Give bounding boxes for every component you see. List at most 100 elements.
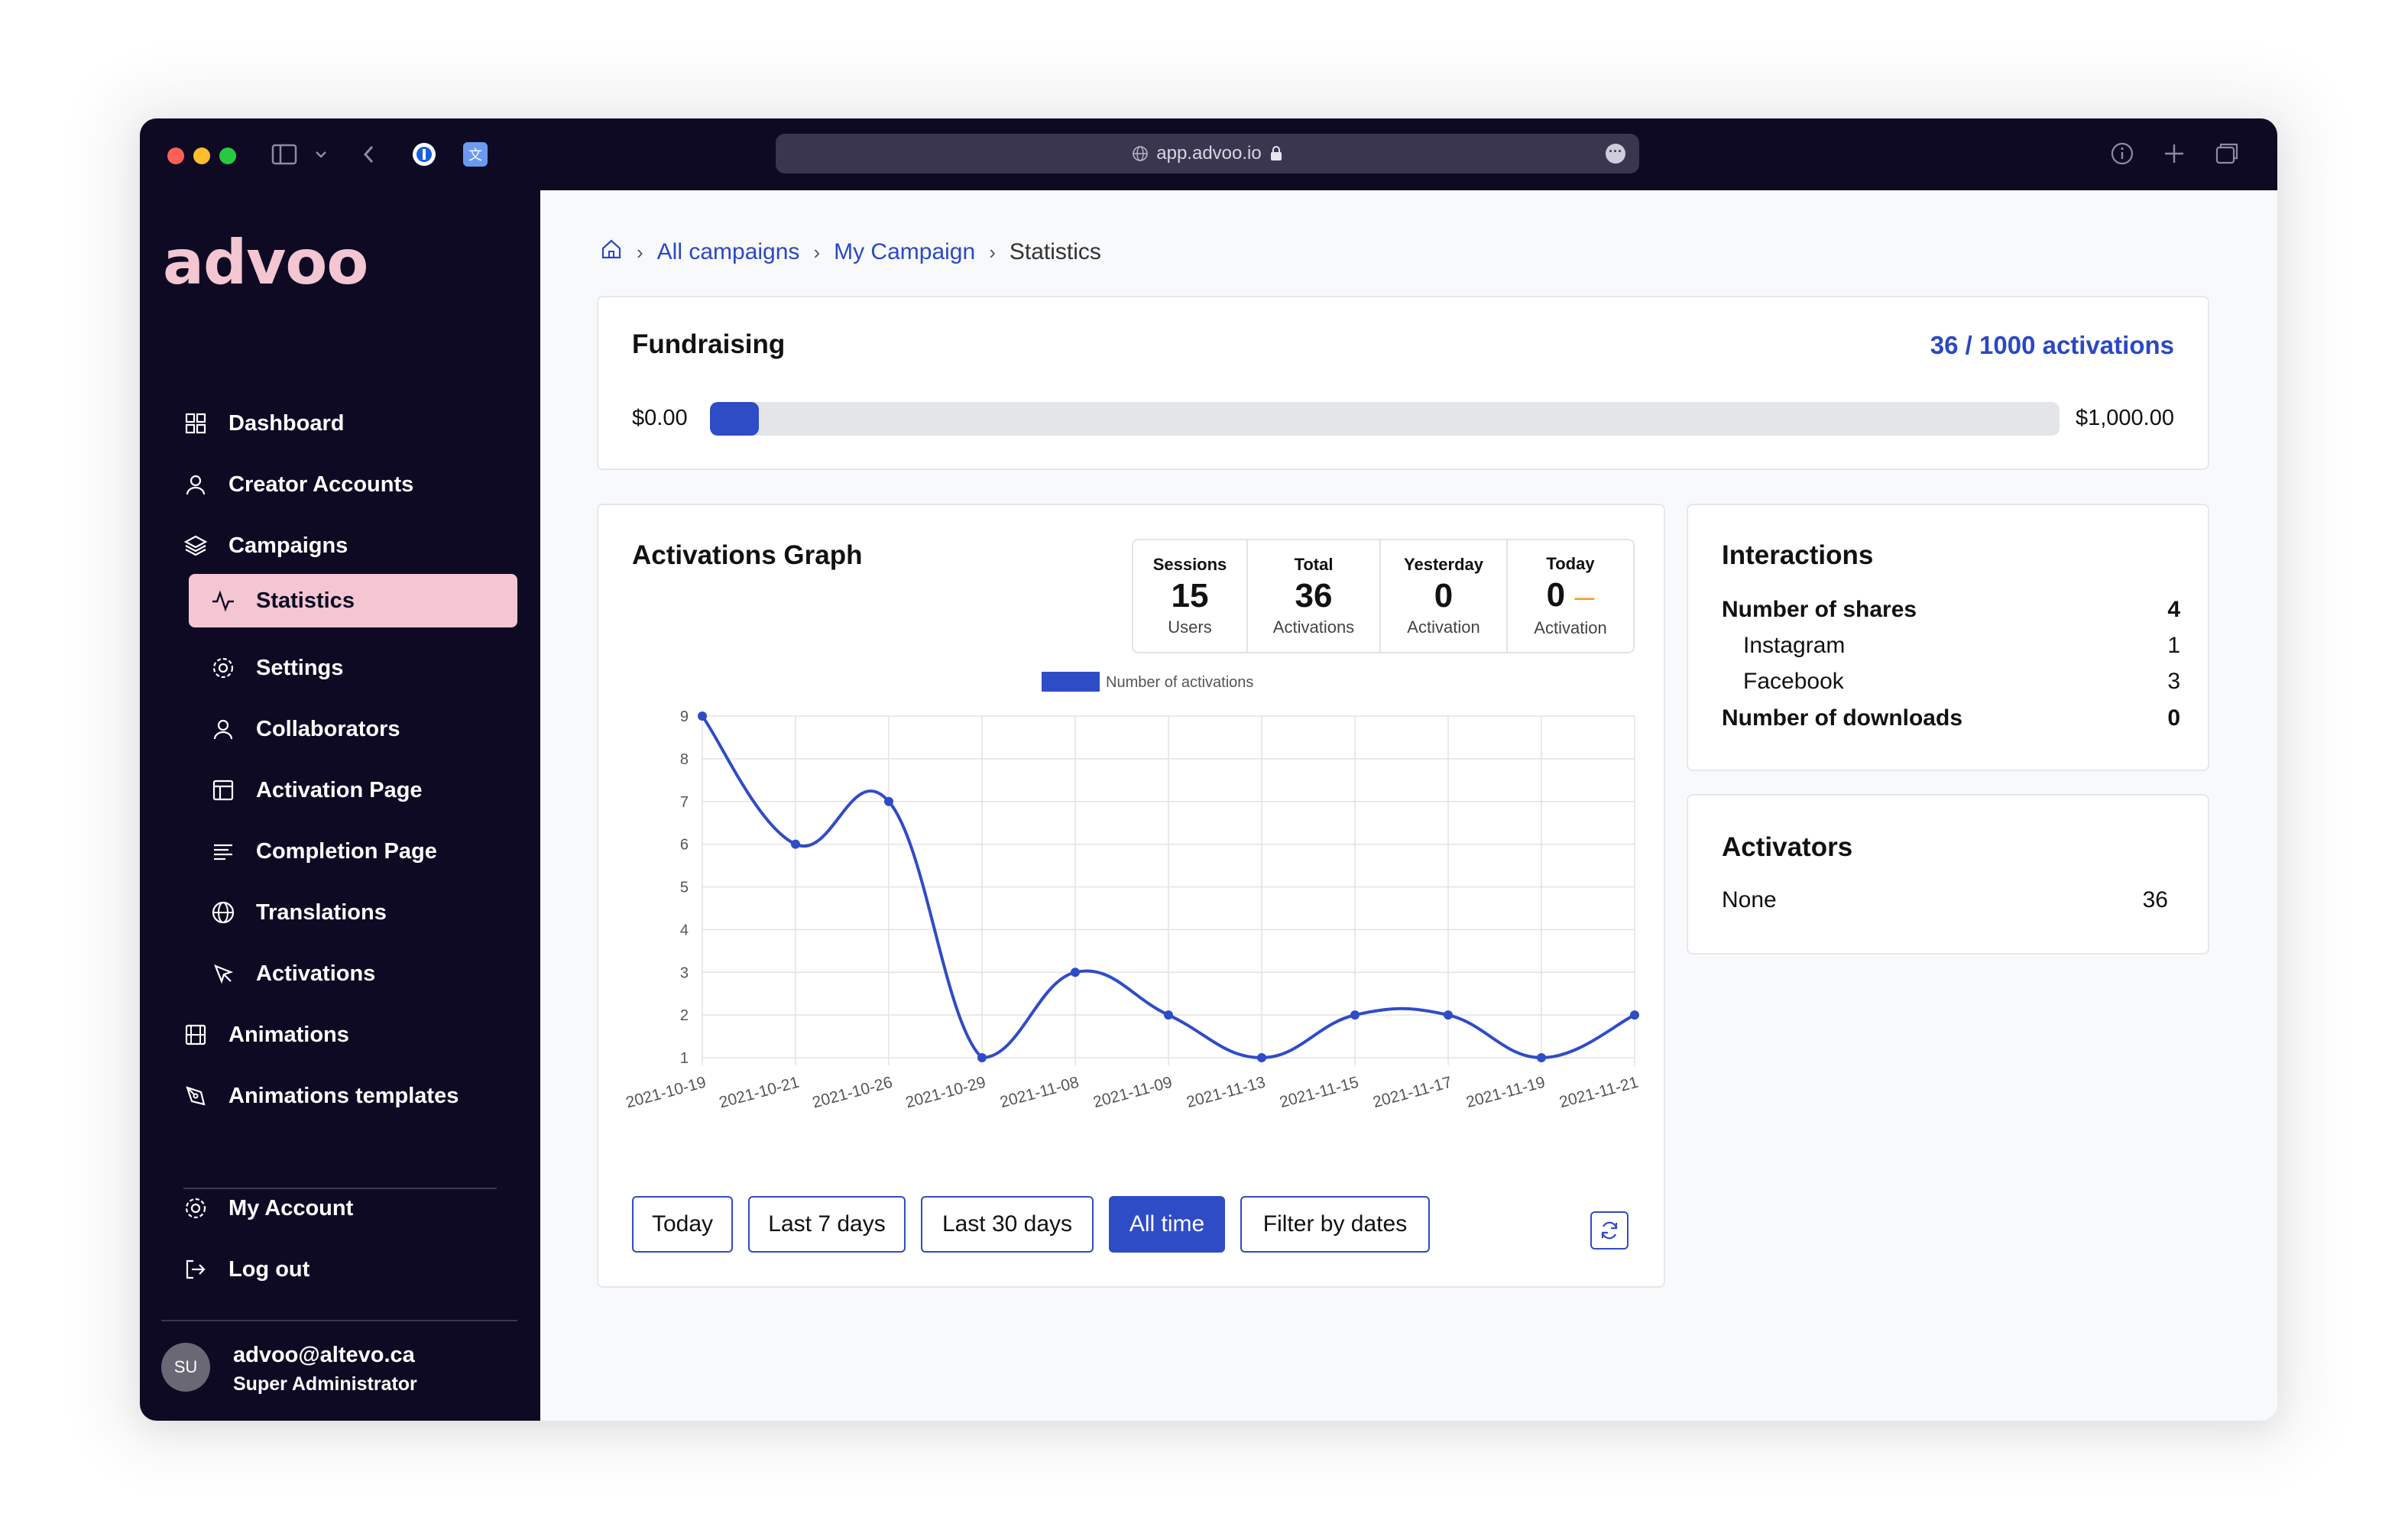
home-icon[interactable] [600, 238, 623, 267]
filter-by-dates-button[interactable]: Filter by dates [1240, 1196, 1430, 1253]
sidebar-toggle-icon[interactable] [271, 143, 297, 170]
password-manager-icon[interactable] [411, 141, 437, 172]
interaction-row-downloads: Number of downloads 0 [1722, 705, 2180, 731]
stat-sub: Users [1168, 618, 1212, 637]
activations-line-chart: Number of activations 1 2 3 4 5 6 7 8 9 2021-10-19… [624, 672, 1640, 1112]
stat-value: 36 [1295, 577, 1333, 614]
breadcrumb-my-campaign[interactable]: My Campaign [834, 239, 976, 264]
x-tick-label: 2021-10-26 [811, 1074, 895, 1112]
stat-label: Yesterday [1404, 555, 1483, 574]
sidebar: advoo Dashboard Creator Accounts Campaig… [140, 190, 540, 1421]
minimize-window-button[interactable] [193, 147, 210, 164]
sidebar-item-label: Translations [256, 900, 387, 925]
data-point [1537, 1053, 1546, 1062]
data-point [1164, 1010, 1173, 1020]
avatar[interactable]: SU [161, 1343, 210, 1392]
filter-last-30-days-button[interactable]: Last 30 days [921, 1196, 1094, 1253]
row-label: Instagram [1743, 633, 1846, 658]
sidebar-item-activations[interactable]: Activations [210, 947, 516, 1000]
sidebar-item-animations[interactable]: Animations [183, 1008, 504, 1062]
fundraising-min: $0.00 [632, 406, 688, 430]
x-tick-label: 2021-11-21 [1557, 1074, 1640, 1112]
stat-today: Today 0 — Activation [1508, 540, 1633, 652]
sidebar-item-label: Activations [256, 961, 376, 986]
globe-icon [1133, 146, 1149, 161]
row-value: 4 [2167, 597, 2180, 622]
y-tick-label: 9 [680, 708, 689, 725]
pointer-icon [210, 961, 236, 987]
translate-extension-icon[interactable]: 文 [462, 141, 488, 172]
sidebar-item-collaborators[interactable]: Collaborators [210, 702, 516, 756]
fundraising-title: Fundraising [632, 329, 786, 359]
y-tick-label: 3 [680, 964, 689, 981]
sidebar-item-settings[interactable]: Settings [210, 641, 516, 695]
stat-sub: Activations [1272, 618, 1355, 637]
activations-graph-card: Activations Graph Sessions 15 Users Tota… [597, 504, 1665, 1288]
breadcrumb-all-campaigns[interactable]: All campaigns [656, 239, 800, 264]
trend-indicator: — [1574, 585, 1595, 609]
more-icon[interactable]: ··· [1606, 144, 1625, 164]
sidebar-item-activation-page[interactable]: Activation Page [210, 763, 516, 817]
app-logo[interactable]: advoo [163, 227, 368, 298]
url-bar[interactable]: app.advoo.io ··· [776, 134, 1639, 173]
row-value: 0 [2167, 705, 2180, 731]
stat-value: 15 [1171, 577, 1209, 614]
sidebar-item-campaigns[interactable]: Campaigns [183, 519, 504, 572]
x-tick-label: 2021-11-13 [1185, 1074, 1267, 1112]
sidebar-item-statistics[interactable]: Statistics [189, 574, 517, 627]
new-tab-icon[interactable] [2162, 141, 2186, 170]
stat-value-number: 0 [1546, 575, 1566, 614]
filter-all-time-button[interactable]: All time [1109, 1196, 1225, 1253]
sidebar-item-label: Settings [256, 655, 344, 680]
x-tick-label: 2021-10-21 [718, 1074, 802, 1112]
sidebar-item-completion-page[interactable]: Completion Page [210, 825, 516, 878]
activations-count: 36 / 1000 activations [1930, 331, 2174, 359]
close-window-button[interactable] [167, 147, 184, 164]
chevron-down-icon[interactable] [314, 144, 328, 169]
filter-last-7-days-button[interactable]: Last 7 days [748, 1196, 906, 1253]
row-label: None [1722, 887, 1777, 912]
stat-label: Sessions [1152, 555, 1227, 574]
maximize-window-button[interactable] [219, 147, 236, 164]
tabs-overview-icon[interactable] [2214, 141, 2240, 170]
fundraising-max: $1,000.00 [2075, 406, 2174, 430]
chevron-right-icon: › [989, 240, 996, 264]
browser-window: 文 app.advoo.io ··· advoo Dashboard Creat… [140, 118, 2277, 1421]
gear-icon [210, 655, 236, 681]
x-tick-label: 2021-10-19 [624, 1074, 708, 1112]
sidebar-item-my-account[interactable]: My Account [183, 1182, 504, 1235]
data-point [1444, 1010, 1453, 1020]
refresh-icon [1601, 1221, 1618, 1240]
info-icon[interactable] [2110, 141, 2134, 170]
activator-row: None 36 [1722, 887, 2168, 913]
data-point [977, 1053, 987, 1062]
filter-today-button[interactable]: Today [632, 1196, 733, 1253]
row-value: 1 [2167, 633, 2180, 658]
url-text: app.advoo.io [1156, 143, 1262, 164]
data-point [1350, 1010, 1360, 1020]
fundraising-progress-bar [710, 402, 2060, 436]
sidebar-item-log-out[interactable]: Log out [183, 1243, 504, 1296]
x-tick-label: 2021-11-09 [1091, 1074, 1174, 1112]
back-icon[interactable] [361, 143, 377, 170]
activations-graph-title: Activations Graph [632, 540, 863, 570]
stat-sessions: Sessions 15 Users [1133, 540, 1248, 652]
sidebar-item-label: Campaigns [228, 533, 348, 558]
sidebar-item-label: Collaborators [256, 716, 400, 741]
lines-icon [210, 838, 236, 864]
row-value: 36 [2142, 887, 2168, 912]
chevron-right-icon: › [813, 240, 821, 264]
interactions-title: Interactions [1722, 540, 1874, 570]
sidebar-item-animations-templates[interactable]: Animations templates [183, 1069, 519, 1123]
y-tick-label: 7 [680, 794, 689, 811]
refresh-button[interactable] [1590, 1211, 1629, 1250]
sidebar-item-dashboard[interactable]: Dashboard [183, 397, 504, 450]
layers-icon [183, 533, 209, 559]
sidebar-item-creator-accounts[interactable]: Creator Accounts [183, 458, 504, 511]
interactions-card: Interactions Number of shares 4 Instagra… [1687, 504, 2209, 771]
stat-label: Today [1546, 553, 1595, 573]
x-tick-label: 2021-11-17 [1371, 1074, 1454, 1112]
grid-icon [183, 410, 209, 436]
data-point [1630, 1010, 1639, 1020]
sidebar-item-translations[interactable]: Translations [210, 886, 516, 939]
